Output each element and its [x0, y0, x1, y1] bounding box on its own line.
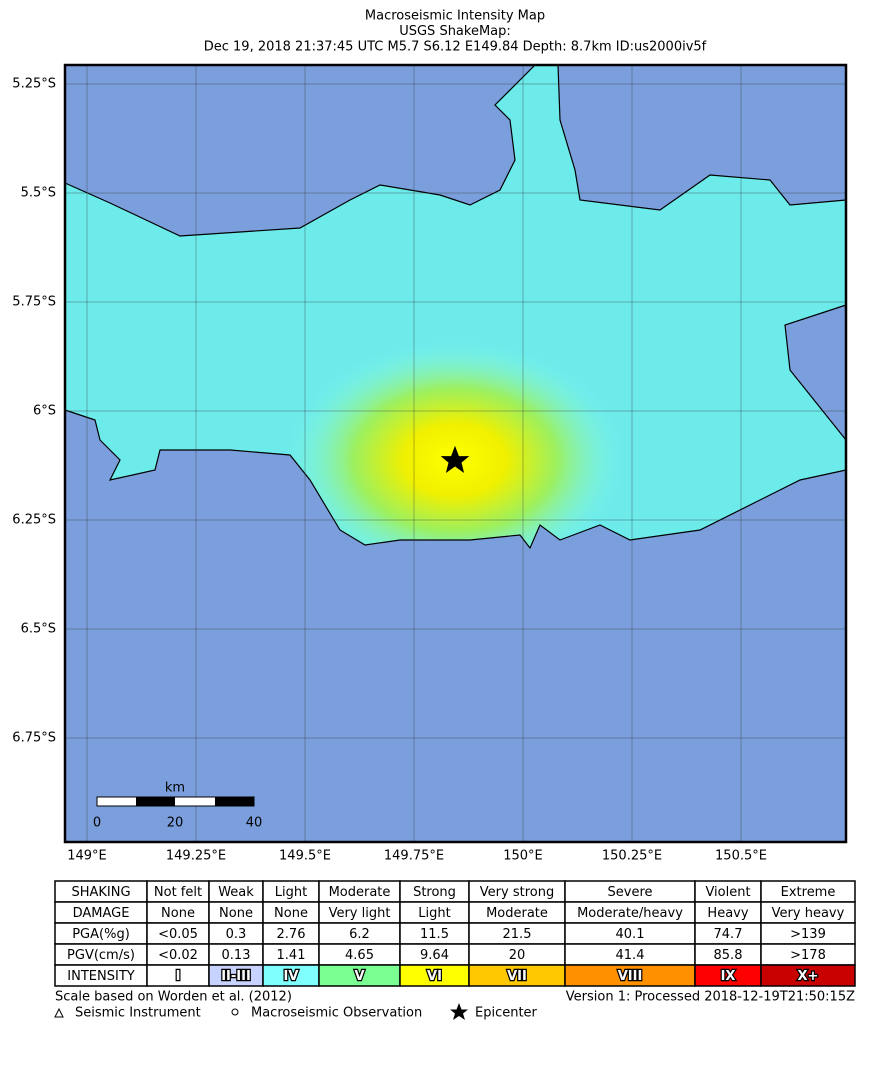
legend-symbol-label: Epicenter: [475, 1006, 538, 1021]
intensity-label: I: [176, 969, 181, 984]
title-line: USGS ShakeMap:: [399, 24, 511, 39]
table-text: 11.5: [420, 927, 449, 942]
intensity-label: IV: [284, 969, 299, 984]
table-text: Very heavy: [772, 906, 845, 921]
lon-label: 150.5°E: [715, 849, 767, 864]
table-text: Not felt: [154, 885, 202, 900]
table-text: Moderate: [486, 906, 548, 921]
table-text: 85.8: [714, 948, 743, 963]
table-text: SHAKING: [71, 885, 130, 900]
table-text: PGA(%g): [72, 927, 130, 942]
coastline: [64, 64, 847, 550]
lat-label: 6°S: [33, 404, 56, 419]
version: Version 1: Processed 2018-12-19T21:50:15…: [566, 990, 855, 1005]
epicenter: [440, 445, 470, 473]
intensity-label: VI: [427, 969, 442, 984]
table-text: INTENSITY: [67, 969, 134, 984]
scale-tick: 20: [167, 816, 184, 831]
scale-tick: 0: [93, 816, 101, 831]
table-text: Light: [275, 885, 307, 900]
table-text: 1.41: [277, 948, 306, 963]
table-text: Moderate: [329, 885, 391, 900]
table-text: <0.02: [158, 948, 198, 963]
table-text: 2.76: [277, 927, 306, 942]
table-text: Severe: [608, 885, 653, 900]
table-text: 40.1: [616, 927, 645, 942]
table-text: Very light: [329, 906, 391, 921]
table-text: Moderate/heavy: [577, 906, 683, 921]
table-text: 74.7: [714, 927, 743, 942]
lat-label: 6.5°S: [21, 622, 56, 637]
table-text: Violent: [705, 885, 750, 900]
table-text: Weak: [218, 885, 254, 900]
table-text: 4.65: [345, 948, 374, 963]
lon-label: 149.5°E: [279, 849, 331, 864]
table-cell: [760, 964, 856, 987]
legend-symbol-label: Macroseismic Observation: [251, 1006, 422, 1021]
table-text: >178: [790, 948, 826, 963]
lon-label: 150°E: [503, 849, 543, 864]
reference: Scale based on Worden et al. (2012): [55, 990, 292, 1005]
intensity-label: V: [354, 969, 364, 984]
grid: 5.25°S 5.5°S 5.75°S 6°S 6.25°S 6.5°S 6.75°S 149…: [12, 65, 846, 864]
scale-bar-segment: [215, 797, 254, 806]
scale-bar: km 0 20 40: [93, 781, 262, 831]
lon-label: 149°E: [67, 849, 107, 864]
lat-label: 6.25°S: [12, 513, 56, 528]
table-text: 41.4: [616, 948, 645, 963]
lon-label: 149.25°E: [166, 849, 226, 864]
legend-symbol-label: Seismic Instrument: [75, 1006, 201, 1021]
observation-symbol: [231, 1008, 239, 1016]
epicenter-symbol: [450, 1003, 468, 1020]
table-text: Light: [418, 906, 450, 921]
table-text: 0.13: [222, 948, 251, 963]
table-text: 9.64: [420, 948, 449, 963]
table-text: PGV(cm/s): [67, 948, 135, 963]
lat-label: 5.5°S: [21, 186, 56, 201]
intensity-label: VIII: [618, 969, 643, 984]
scale-tick: 40: [246, 816, 263, 831]
lon-label: 150.25°E: [602, 849, 662, 864]
lat-label: 5.75°S: [12, 295, 56, 310]
table-text: Heavy: [707, 906, 748, 921]
map-frame: [63, 63, 848, 844]
legend-table: SHAKING Not felt Weak Light Moderate Strong Ve…: [54, 880, 856, 987]
table-text: <0.05: [158, 927, 198, 942]
table-text: 0.3: [226, 927, 247, 942]
table-text: 6.2: [349, 927, 370, 942]
intensity-label: IX: [721, 969, 736, 984]
table-text: 20: [509, 948, 526, 963]
intensity-label: II-III: [221, 969, 251, 984]
intensity-label: VII: [507, 969, 527, 984]
table-text: >139: [790, 927, 826, 942]
table-text: None: [219, 906, 253, 921]
lon-label: 149.75°E: [384, 849, 444, 864]
table-text: Extreme: [781, 885, 836, 900]
table-text: 21.5: [503, 927, 532, 942]
table-text: Strong: [413, 885, 456, 900]
scale-bar-segment: [136, 797, 175, 806]
instrument-symbol: [54, 1007, 64, 1018]
title-line: Dec 19, 2018 21:37:45 UTC M5.7 S6.12 E14…: [204, 40, 707, 55]
intensity-label: X+: [798, 969, 819, 984]
table-text: Very strong: [480, 885, 554, 900]
lat-label: 5.25°S: [12, 77, 56, 92]
title-line: Macroseismic Intensity Map: [365, 9, 545, 24]
table-text: DAMAGE: [73, 906, 130, 921]
lat-label: 6.75°S: [12, 731, 56, 746]
scale-unit: km: [165, 781, 185, 796]
table-text: None: [274, 906, 308, 921]
table-text: None: [161, 906, 195, 921]
